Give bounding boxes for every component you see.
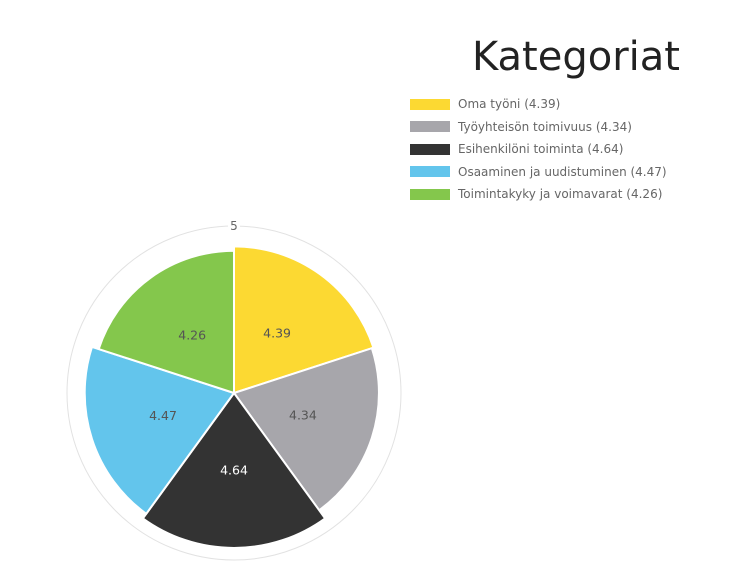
legend-label: Osaaminen ja uudistuminen (4.47) <box>458 164 667 179</box>
slice-esihenkiloni-toiminta[interactable] <box>141 391 327 549</box>
legend-item-esihenkiloni-toiminta[interactable]: Esihenkilöni toiminta (4.64) <box>410 138 667 161</box>
chart-title: Kategoriat <box>472 34 680 80</box>
slice-osaaminen-ja-uudistuminen[interactable] <box>83 345 236 516</box>
legend-swatch <box>410 121 450 133</box>
legend-label: Työyhteisön toimivuus (4.34) <box>458 119 632 134</box>
legend-item-toimintakyky-ja-voimavarat[interactable]: Toimintakyky ja voimavarat (4.26) <box>410 183 667 206</box>
legend-label: Esihenkilöni toiminta (4.64) <box>458 142 624 157</box>
slice-value-label: 4.26 <box>178 327 206 342</box>
legend-item-osaaminen-ja-uudistuminen[interactable]: Osaaminen ja uudistuminen (4.47) <box>410 161 667 184</box>
radial-tick-label: 5 <box>230 219 238 233</box>
slice-value-label: 4.64 <box>220 462 248 477</box>
legend: Oma työni (4.39) Työyhteisön toimivuus (… <box>410 93 667 206</box>
tick-label-backdrop <box>228 219 240 233</box>
slice-value-label: 4.39 <box>263 326 291 341</box>
legend-swatch <box>410 188 450 200</box>
slice-labels: 4.39 4.34 4.64 4.47 4.26 <box>149 326 317 478</box>
slices <box>83 245 380 549</box>
slice-toimintakyky-ja-voimavarat[interactable] <box>97 249 235 395</box>
legend-item-oma-tyoni[interactable]: Oma työni (4.39) <box>410 93 667 116</box>
legend-item-tyoyhteison-toimivuus[interactable]: Työyhteisön toimivuus (4.34) <box>410 116 667 139</box>
legend-swatch <box>410 143 450 155</box>
slice-value-label: 4.34 <box>289 407 317 422</box>
legend-swatch <box>410 166 450 178</box>
slice-oma-tyoni[interactable] <box>233 245 375 395</box>
legend-swatch <box>410 98 450 110</box>
legend-label: Oma työni (4.39) <box>458 97 561 112</box>
slice-tyoyhteison-toimivuus[interactable] <box>232 346 380 512</box>
legend-label: Toimintakyky ja voimavarat (4.26) <box>458 187 663 202</box>
slice-value-label: 4.47 <box>149 408 177 423</box>
